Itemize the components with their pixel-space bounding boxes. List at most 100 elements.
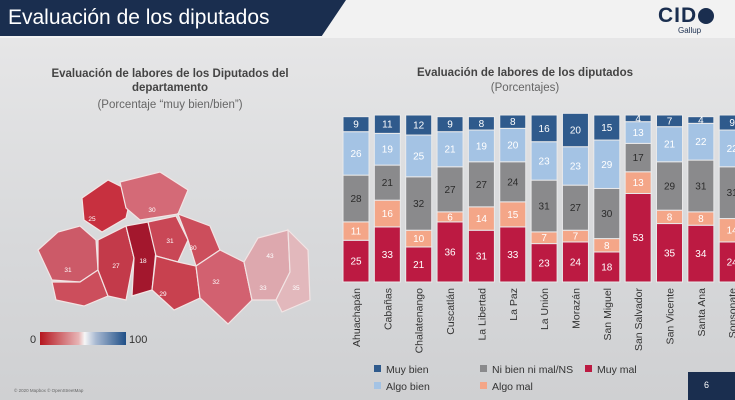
data-label-ni_bien_ni_mal-6: 31 [539, 202, 551, 213]
bar-muy_mal-5 [499, 226, 527, 283]
category-label-5: La Paz [508, 288, 520, 321]
category-label-4: La Libertad [476, 288, 488, 341]
category-label-1: Cabañas [382, 288, 394, 330]
logo-brand: CID [658, 4, 698, 27]
bar-algo_bien-8 [593, 139, 621, 189]
category-label-9: San Salvador [633, 288, 645, 352]
data-label-algo_mal-0: 11 [351, 227, 362, 238]
map-label-7: 30 [189, 245, 197, 252]
data-label-algo_mal-7: 7 [573, 232, 579, 243]
data-label-muy_mal-0: 25 [350, 257, 362, 268]
data-label-algo_bien-4: 19 [476, 141, 488, 152]
data-label-algo_bien-12: 22 [727, 144, 735, 155]
globe-icon [698, 8, 714, 24]
data-label-muy_bien-3: 9 [447, 120, 453, 131]
data-label-muy_mal-11: 34 [695, 249, 707, 260]
map-region-12 [275, 228, 311, 313]
data-label-algo_mal-9: 13 [633, 178, 645, 189]
bar-muy_bien-1 [373, 114, 401, 134]
data-label-ni_bien_ni_mal-5: 24 [507, 177, 519, 188]
bar-muy_bien-11 [687, 116, 715, 124]
category-label-2: Chalatenango [414, 288, 426, 354]
legend-swatch-muy-bien [374, 365, 381, 372]
bar-muy_bien-2 [405, 114, 433, 136]
data-label-algo_mal-3: 6 [447, 212, 453, 223]
data-label-algo_bien-7: 23 [570, 161, 582, 172]
data-label-ni_bien_ni_mal-11: 31 [695, 181, 707, 192]
scale-max-label: 100 [129, 334, 148, 346]
data-label-ni_bien_ni_mal-9: 17 [633, 153, 645, 164]
data-label-algo_bien-0: 26 [350, 149, 362, 160]
bar-muy_bien-12 [718, 114, 735, 131]
scale-min-label: 0 [30, 334, 37, 346]
map-credit: © 2020 Mapbox © OpenStreetMap [14, 388, 84, 393]
legend-label-muy-bien: Muy bien [386, 364, 429, 376]
legend-swatch-ni-bien-ni-mal [480, 365, 487, 372]
bar-ni_bien_ni_mal-1 [373, 164, 401, 201]
data-label-muy_bien-5: 8 [510, 117, 516, 128]
left-panel-title: Evaluación de labores de los Diputados d… [51, 68, 289, 94]
data-label-muy_bien-0: 9 [353, 120, 359, 131]
data-label-algo_mal-10: 8 [667, 212, 673, 223]
bar-muy_bien-4 [467, 116, 495, 131]
data-label-algo_mal-8: 8 [604, 241, 610, 252]
data-label-algo_bien-3: 21 [444, 145, 456, 156]
data-label-algo_bien-6: 23 [539, 156, 551, 167]
data-label-muy_mal-2: 21 [413, 260, 425, 271]
data-label-algo_mal-4: 14 [476, 214, 488, 225]
bar-muy_mal-4 [467, 229, 495, 283]
color-scale-bar [40, 332, 126, 345]
legend-swatch-algo-mal [480, 382, 487, 389]
data-label-ni_bien_ni_mal-8: 30 [601, 209, 613, 220]
data-label-algo_bien-10: 21 [664, 140, 676, 151]
bar-muy_bien-8 [593, 114, 621, 141]
data-label-muy_bien-6: 16 [539, 124, 551, 135]
data-label-algo_bien-11: 22 [695, 137, 707, 148]
legend-swatch-muy-mal [585, 365, 592, 372]
data-label-muy_mal-9: 53 [633, 233, 645, 244]
legend-ni-bien-ni-mal: Ni bien ni mal/NS [480, 364, 573, 376]
data-label-ni_bien_ni_mal-3: 27 [444, 185, 456, 196]
data-label-algo_bien-5: 20 [507, 141, 519, 152]
data-label-muy_bien-9: 4 [635, 114, 641, 125]
bar-muy_bien-10 [656, 114, 683, 128]
bar-algo_bien-10 [656, 126, 683, 163]
map-label-6: 31 [166, 238, 174, 245]
data-label-algo_bien-1: 19 [382, 145, 394, 156]
category-label-7: Morazán [570, 288, 582, 329]
bar-muy_bien-3 [436, 116, 464, 133]
bar-ni_bien_ni_mal-10 [656, 161, 683, 211]
data-label-algo_bien-9: 13 [633, 128, 645, 139]
data-label-algo_bien-8: 29 [601, 160, 613, 171]
data-label-ni_bien_ni_mal-1: 21 [382, 178, 394, 189]
map-label-4: 27 [112, 263, 120, 270]
data-label-muy_bien-7: 20 [570, 126, 582, 137]
data-label-muy_bien-10: 7 [667, 116, 673, 127]
data-label-ni_bien_ni_mal-12: 31 [727, 188, 735, 199]
bar-muy_mal-8 [593, 251, 621, 283]
bar-algo_bien-11 [687, 122, 715, 161]
data-label-algo_mal-12: 14 [727, 226, 735, 237]
legend-muy-bien: Muy bien [374, 364, 429, 376]
data-label-muy_bien-11: 4 [698, 116, 704, 127]
data-label-algo_mal-2: 10 [413, 234, 425, 245]
bar-muy_bien-5 [499, 114, 527, 129]
data-label-muy_mal-8: 18 [601, 262, 613, 273]
bar-muy_bien-9 [624, 114, 652, 123]
data-label-algo_mal-6: 7 [541, 233, 547, 244]
map-label-8: 29 [159, 291, 167, 298]
data-label-muy_bien-8: 15 [601, 123, 613, 134]
cid-gallup-logo: CID Gallup [658, 4, 720, 35]
data-label-algo_bien-2: 25 [413, 151, 425, 162]
data-label-muy_bien-4: 8 [479, 119, 485, 130]
data-label-muy_mal-1: 33 [382, 250, 394, 261]
category-label-8: San Miguel [602, 288, 614, 341]
data-label-muy_bien-12: 9 [729, 118, 735, 129]
data-label-ni_bien_ni_mal-0: 28 [350, 194, 362, 205]
bar-muy_mal-10 [656, 223, 683, 283]
legend-label-algo-bien: Algo bien [386, 381, 430, 393]
data-label-ni_bien_ni_mal-2: 32 [413, 199, 425, 210]
title-band [0, 0, 346, 36]
data-label-muy_bien-1: 11 [382, 120, 393, 131]
